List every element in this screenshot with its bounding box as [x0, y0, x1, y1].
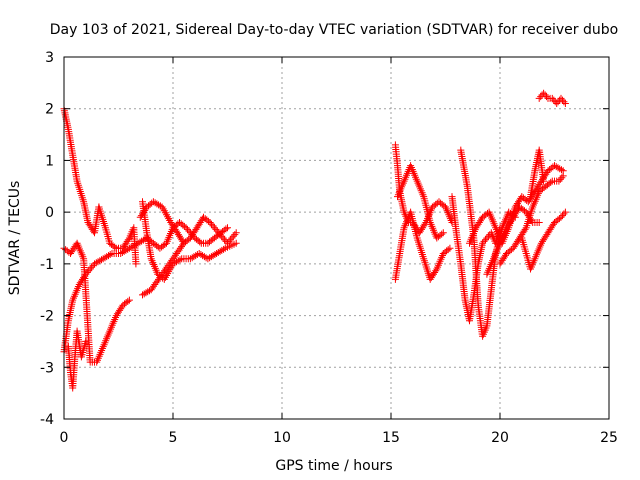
- data-point: [557, 213, 565, 221]
- x-tick-label: 10: [273, 430, 291, 446]
- data-point: [557, 94, 565, 102]
- x-tick-label: 25: [600, 430, 618, 446]
- data-point: [553, 100, 561, 107]
- data-point: [541, 91, 549, 99]
- data-point: [125, 296, 133, 304]
- data-point: [228, 234, 236, 242]
- y-tick-label: -3: [40, 360, 54, 376]
- y-tick-label: -1: [40, 257, 54, 273]
- data-point: [189, 232, 197, 240]
- data-points: [60, 89, 569, 392]
- data-point: [558, 166, 565, 174]
- data-point: [124, 297, 132, 305]
- data-point: [540, 89, 548, 97]
- data-point: [547, 178, 555, 186]
- data-point: [561, 100, 569, 107]
- data-point: [229, 232, 237, 240]
- data-point: [209, 222, 217, 230]
- y-tick-label: 3: [45, 50, 54, 66]
- data-point: [196, 238, 204, 246]
- data-point: [559, 172, 567, 180]
- data-point: [543, 93, 550, 101]
- data-point: [176, 256, 184, 264]
- data-point: [82, 337, 90, 345]
- data-point: [222, 225, 230, 233]
- data-point: [225, 237, 233, 245]
- data-point: [180, 222, 188, 230]
- data-point: [232, 229, 240, 237]
- data-point: [432, 267, 440, 275]
- data-point: [179, 237, 187, 245]
- data-point: [558, 174, 566, 182]
- data-point: [188, 231, 196, 239]
- data-point: [208, 220, 215, 228]
- x-tick-label: 0: [60, 430, 69, 446]
- data-point: [184, 225, 191, 233]
- data-point: [483, 234, 491, 242]
- data-point: [561, 208, 569, 216]
- data-point: [548, 94, 556, 102]
- x-axis-label: GPS time / hours: [275, 458, 392, 474]
- data-point: [224, 224, 231, 232]
- y-tick-label: -2: [40, 309, 54, 325]
- data-point: [555, 215, 563, 223]
- data-point: [212, 225, 220, 233]
- data-point: [480, 237, 488, 245]
- data-point: [124, 236, 132, 244]
- data-point: [224, 239, 231, 247]
- data-point: [560, 98, 568, 106]
- data-point: [86, 265, 94, 273]
- data-point: [185, 227, 193, 235]
- y-tick-label: 0: [45, 205, 54, 221]
- data-point: [111, 243, 119, 251]
- data-point: [186, 229, 194, 237]
- data-point: [85, 267, 93, 275]
- data-point: [560, 210, 568, 218]
- data-point: [226, 236, 234, 244]
- data-point: [88, 263, 96, 271]
- data-point: [444, 246, 452, 254]
- axis-ticks: 0 5 10 15 20 25 -4 -3 -2 -1 0 1 2 3: [40, 50, 618, 446]
- data-point: [559, 96, 566, 104]
- data-point: [555, 177, 563, 185]
- data-point: [219, 234, 227, 242]
- x-tick-label: 15: [382, 430, 400, 446]
- data-point: [521, 225, 529, 233]
- data-point: [180, 239, 188, 247]
- data-point: [182, 224, 190, 232]
- data-point: [106, 251, 114, 258]
- data-point: [484, 232, 492, 240]
- y-tick-label: 1: [45, 153, 54, 169]
- y-axis-label: SDTVAR / TECUs: [7, 181, 23, 296]
- data-point: [446, 244, 454, 252]
- data-point: [231, 231, 239, 239]
- x-tick-label: 20: [491, 430, 509, 446]
- data-point: [438, 230, 446, 238]
- plot-frame: [63, 56, 610, 420]
- data-point: [535, 94, 543, 102]
- data-point: [232, 239, 240, 247]
- data-point: [479, 239, 487, 247]
- data-point: [132, 260, 140, 268]
- chart-title: Day 103 of 2021, Sidereal Day-to-day VTE…: [50, 22, 618, 38]
- data-point: [206, 219, 214, 226]
- data-point: [540, 177, 548, 185]
- x-tick-label: 5: [169, 430, 178, 446]
- data-point: [559, 212, 566, 220]
- data-point: [482, 236, 489, 244]
- data-point: [220, 245, 228, 253]
- y-tick-label: -4: [40, 412, 54, 428]
- y-tick-label: 2: [45, 102, 54, 118]
- data-point: [204, 217, 212, 225]
- data-point: [210, 224, 218, 232]
- data-point: [421, 220, 429, 228]
- data-point: [556, 175, 564, 183]
- data-point: [535, 219, 543, 226]
- data-point: [439, 229, 447, 237]
